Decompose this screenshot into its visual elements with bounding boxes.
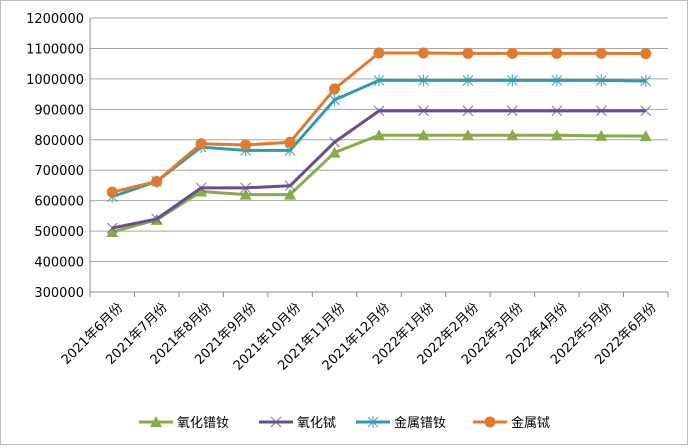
marker-circle xyxy=(640,48,652,60)
marker-triangle xyxy=(373,129,385,141)
marker-star xyxy=(367,416,379,428)
y-tick-label: 300000 xyxy=(34,286,84,301)
legend-item: 氧化铽 xyxy=(259,416,336,431)
marker-triangle xyxy=(239,188,252,200)
marker-x xyxy=(106,222,118,234)
legend-item: 氧化镨钕 xyxy=(139,415,229,431)
y-tick-label: 1100000 xyxy=(26,42,84,57)
y-tick-label: 400000 xyxy=(34,256,84,271)
marker-x xyxy=(462,105,474,117)
y-tick-label: 800000 xyxy=(34,134,84,149)
legend: 氧化镨钕 氧化铽 金属镨钕 金属铽 xyxy=(139,415,550,431)
marker-triangle xyxy=(106,226,119,238)
marker-circle xyxy=(484,416,496,428)
marker-x xyxy=(506,105,518,117)
marker-triangle xyxy=(328,146,341,158)
marker-star xyxy=(595,74,607,87)
marker-circle xyxy=(373,47,385,59)
marker-circle xyxy=(106,186,118,198)
marker-x xyxy=(595,105,607,117)
legend-label: 金属镨钕 xyxy=(394,415,446,431)
marker-triangle xyxy=(639,130,652,142)
marker-x xyxy=(373,105,385,117)
legend-item: 金属铽 xyxy=(473,415,550,431)
marker-triangle xyxy=(417,129,430,141)
marker-circle xyxy=(462,47,474,59)
marker-star xyxy=(418,74,429,87)
y-tick-label: 1200000 xyxy=(26,12,84,27)
marker-circle xyxy=(195,138,207,150)
marker-circle xyxy=(595,47,607,59)
marker-x xyxy=(270,416,282,428)
y-tick-label: 1000000 xyxy=(26,73,84,88)
marker-x xyxy=(551,105,563,117)
legend-label: 氧化镨钕 xyxy=(177,415,229,431)
legend-item: 金属镨钕 xyxy=(356,415,446,431)
marker-x xyxy=(240,182,252,194)
marker-x xyxy=(195,182,207,194)
y-tick-label: 600000 xyxy=(34,195,84,210)
marker-star xyxy=(640,75,652,88)
series-1 xyxy=(106,129,652,238)
marker-x xyxy=(151,213,163,225)
marker-x xyxy=(640,105,652,117)
marker-circle xyxy=(329,83,341,95)
y-tick-label: 900000 xyxy=(34,103,84,118)
marker-triangle xyxy=(461,129,474,141)
y-tick-label: 500000 xyxy=(34,225,84,240)
marker-star xyxy=(462,74,474,87)
marker-star xyxy=(373,74,385,87)
marker-circle xyxy=(240,139,252,151)
series-2 xyxy=(106,105,652,234)
marker-x xyxy=(284,180,296,192)
marker-triangle xyxy=(150,416,162,427)
marker-star xyxy=(329,93,340,106)
marker-triangle xyxy=(550,129,563,141)
marker-triangle xyxy=(595,129,608,141)
marker-x xyxy=(329,136,340,148)
legend-label: 氧化铽 xyxy=(297,416,336,431)
series-4 xyxy=(106,47,652,198)
marker-circle xyxy=(417,47,429,59)
marker-circle xyxy=(151,175,163,187)
marker-triangle xyxy=(195,185,208,197)
series-line xyxy=(111,109,646,230)
series-line xyxy=(111,51,646,194)
y-tick-label: 700000 xyxy=(34,164,84,179)
legend-label: 金属铽 xyxy=(511,415,550,431)
marker-circle xyxy=(506,47,518,59)
marker-x xyxy=(418,105,429,117)
marker-circle xyxy=(284,136,296,148)
marker-star xyxy=(551,74,563,87)
marker-triangle xyxy=(506,129,519,141)
marker-circle xyxy=(551,47,563,59)
marker-triangle xyxy=(284,188,297,200)
marker-star xyxy=(506,74,518,87)
